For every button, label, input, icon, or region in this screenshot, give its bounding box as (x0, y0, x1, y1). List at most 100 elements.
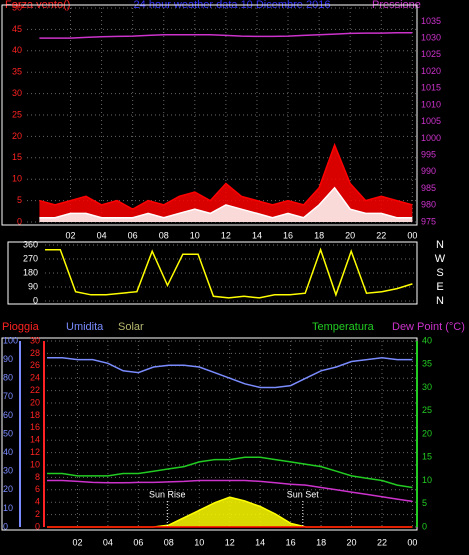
area-fill (39, 187, 413, 222)
x-tick-label: 16 (283, 230, 293, 240)
y-tick-label: 28 (30, 348, 40, 358)
y3-tick-label: 40 (3, 447, 13, 457)
y2-tick-label: E (436, 281, 443, 293)
y2-tick-label: 980 (421, 200, 436, 210)
x-tick-label: 12 (221, 230, 231, 240)
x-tick-label: 02 (65, 230, 75, 240)
y2-tick-label: 10 (422, 475, 432, 485)
y2-tick-label: 1000 (421, 133, 441, 143)
x-tick-label: 04 (103, 537, 113, 547)
y-tick-label: 45 (12, 24, 22, 34)
y2-tick-label: 20 (422, 428, 432, 438)
annotation-label: Sun Rise (149, 489, 186, 499)
y-tick-label: 25 (12, 109, 22, 119)
y-tick-label: 20 (30, 397, 40, 407)
y-tick-label: 18 (30, 410, 40, 420)
x-tick-label: 08 (159, 230, 169, 240)
y2-tick-label: 1035 (421, 16, 441, 26)
y3-tick-label: 80 (3, 373, 13, 383)
solar-label: Solar (118, 321, 144, 333)
y-tick-label: 40 (12, 45, 22, 55)
dewpoint-label: Dew Point (°C) (392, 321, 465, 333)
y-tick-label: 8 (35, 472, 40, 482)
y-tick-label: 30 (12, 88, 22, 98)
y-tick-label: 270 (23, 253, 38, 263)
y2-tick-label: N (436, 295, 444, 307)
area-fill (47, 497, 413, 527)
y2-tick-label: 0 (422, 521, 427, 531)
x-tick-label: 16 (286, 537, 296, 547)
y2-tick-label: W (435, 253, 446, 265)
series-line (47, 479, 413, 503)
y-tick-label: 12 (30, 447, 40, 457)
series-line (39, 186, 413, 219)
x-tick-label: 00 (407, 537, 417, 547)
annotation-label: Sun Set (287, 489, 320, 499)
y-tick-label: 10 (30, 459, 40, 469)
y2-tick-label: 15 (422, 452, 432, 462)
x-tick-label: 18 (314, 230, 324, 240)
x-tick-label: 02 (72, 537, 82, 547)
y-tick-label: 180 (23, 267, 38, 277)
y-tick-label: 10 (12, 174, 22, 184)
series-line (45, 247, 413, 299)
x-tick-label: 18 (316, 537, 326, 547)
series-line (47, 456, 413, 489)
y-tick-label: 0 (33, 295, 38, 305)
panel-frame (7, 241, 418, 305)
y2-tick-label: 1010 (421, 99, 441, 109)
x-tick-label: 06 (128, 230, 138, 240)
y-tick-label: 0 (17, 216, 22, 226)
y3-tick-label: 50 (3, 428, 13, 438)
y-tick-label: 14 (30, 435, 40, 445)
x-tick-label: 20 (345, 230, 355, 240)
y2-tick-label: 975 (421, 216, 436, 226)
y3-tick-label: 60 (3, 410, 13, 420)
x-tick-label: 04 (97, 230, 107, 240)
y-tick-label: 90 (28, 281, 38, 291)
y2-tick-label: 990 (421, 166, 436, 176)
y2-tick-label: N (436, 239, 444, 251)
y-tick-label: 50 (12, 2, 22, 12)
y2-tick-label: 995 (421, 150, 436, 160)
x-tick-label: 06 (133, 537, 143, 547)
x-tick-label: 10 (194, 537, 204, 547)
x-tick-label: 08 (164, 537, 174, 547)
y-tick-label: 16 (30, 422, 40, 432)
y-tick-label: 20 (12, 131, 22, 141)
y-tick-label: 6 (35, 484, 40, 494)
x-tick-label: 10 (190, 230, 200, 240)
y-tick-label: 0 (35, 521, 40, 531)
rain-label: Pioggia (2, 321, 40, 333)
series-line (39, 142, 413, 211)
x-tick-label: 14 (252, 230, 262, 240)
y-tick-label: 24 (30, 373, 40, 383)
series-line (39, 31, 413, 39)
y-tick-label: 2 (35, 509, 40, 519)
y-tick-label: 360 (23, 239, 38, 249)
humidity-label: Umidita (66, 321, 104, 333)
temperature-label: Temperatura (312, 321, 375, 333)
y2-tick-label: 1030 (421, 32, 441, 42)
y3-tick-label: 90 (3, 354, 13, 364)
x-tick-label: 14 (255, 537, 265, 547)
y-tick-label: 4 (35, 497, 40, 507)
x-tick-label: 20 (347, 537, 357, 547)
y3-tick-label: 70 (3, 391, 13, 401)
y3-tick-label: 100 (3, 335, 18, 345)
y3-tick-label: 10 (3, 503, 13, 513)
y3-tick-label: 30 (3, 466, 13, 476)
y2-tick-label: 35 (422, 359, 432, 369)
y2-tick-label: 5 (422, 498, 427, 508)
y-tick-label: 15 (12, 152, 22, 162)
area-fill (39, 145, 413, 222)
y2-tick-label: 1015 (421, 83, 441, 93)
y2-tick-label: 1005 (421, 116, 441, 126)
x-tick-label: 00 (407, 230, 417, 240)
panel-frame (1, 4, 418, 226)
x-tick-label: 22 (377, 537, 387, 547)
y2-tick-label: 985 (421, 183, 436, 193)
y3-tick-label: 0 (3, 521, 8, 531)
x-tick-label: 12 (225, 537, 235, 547)
